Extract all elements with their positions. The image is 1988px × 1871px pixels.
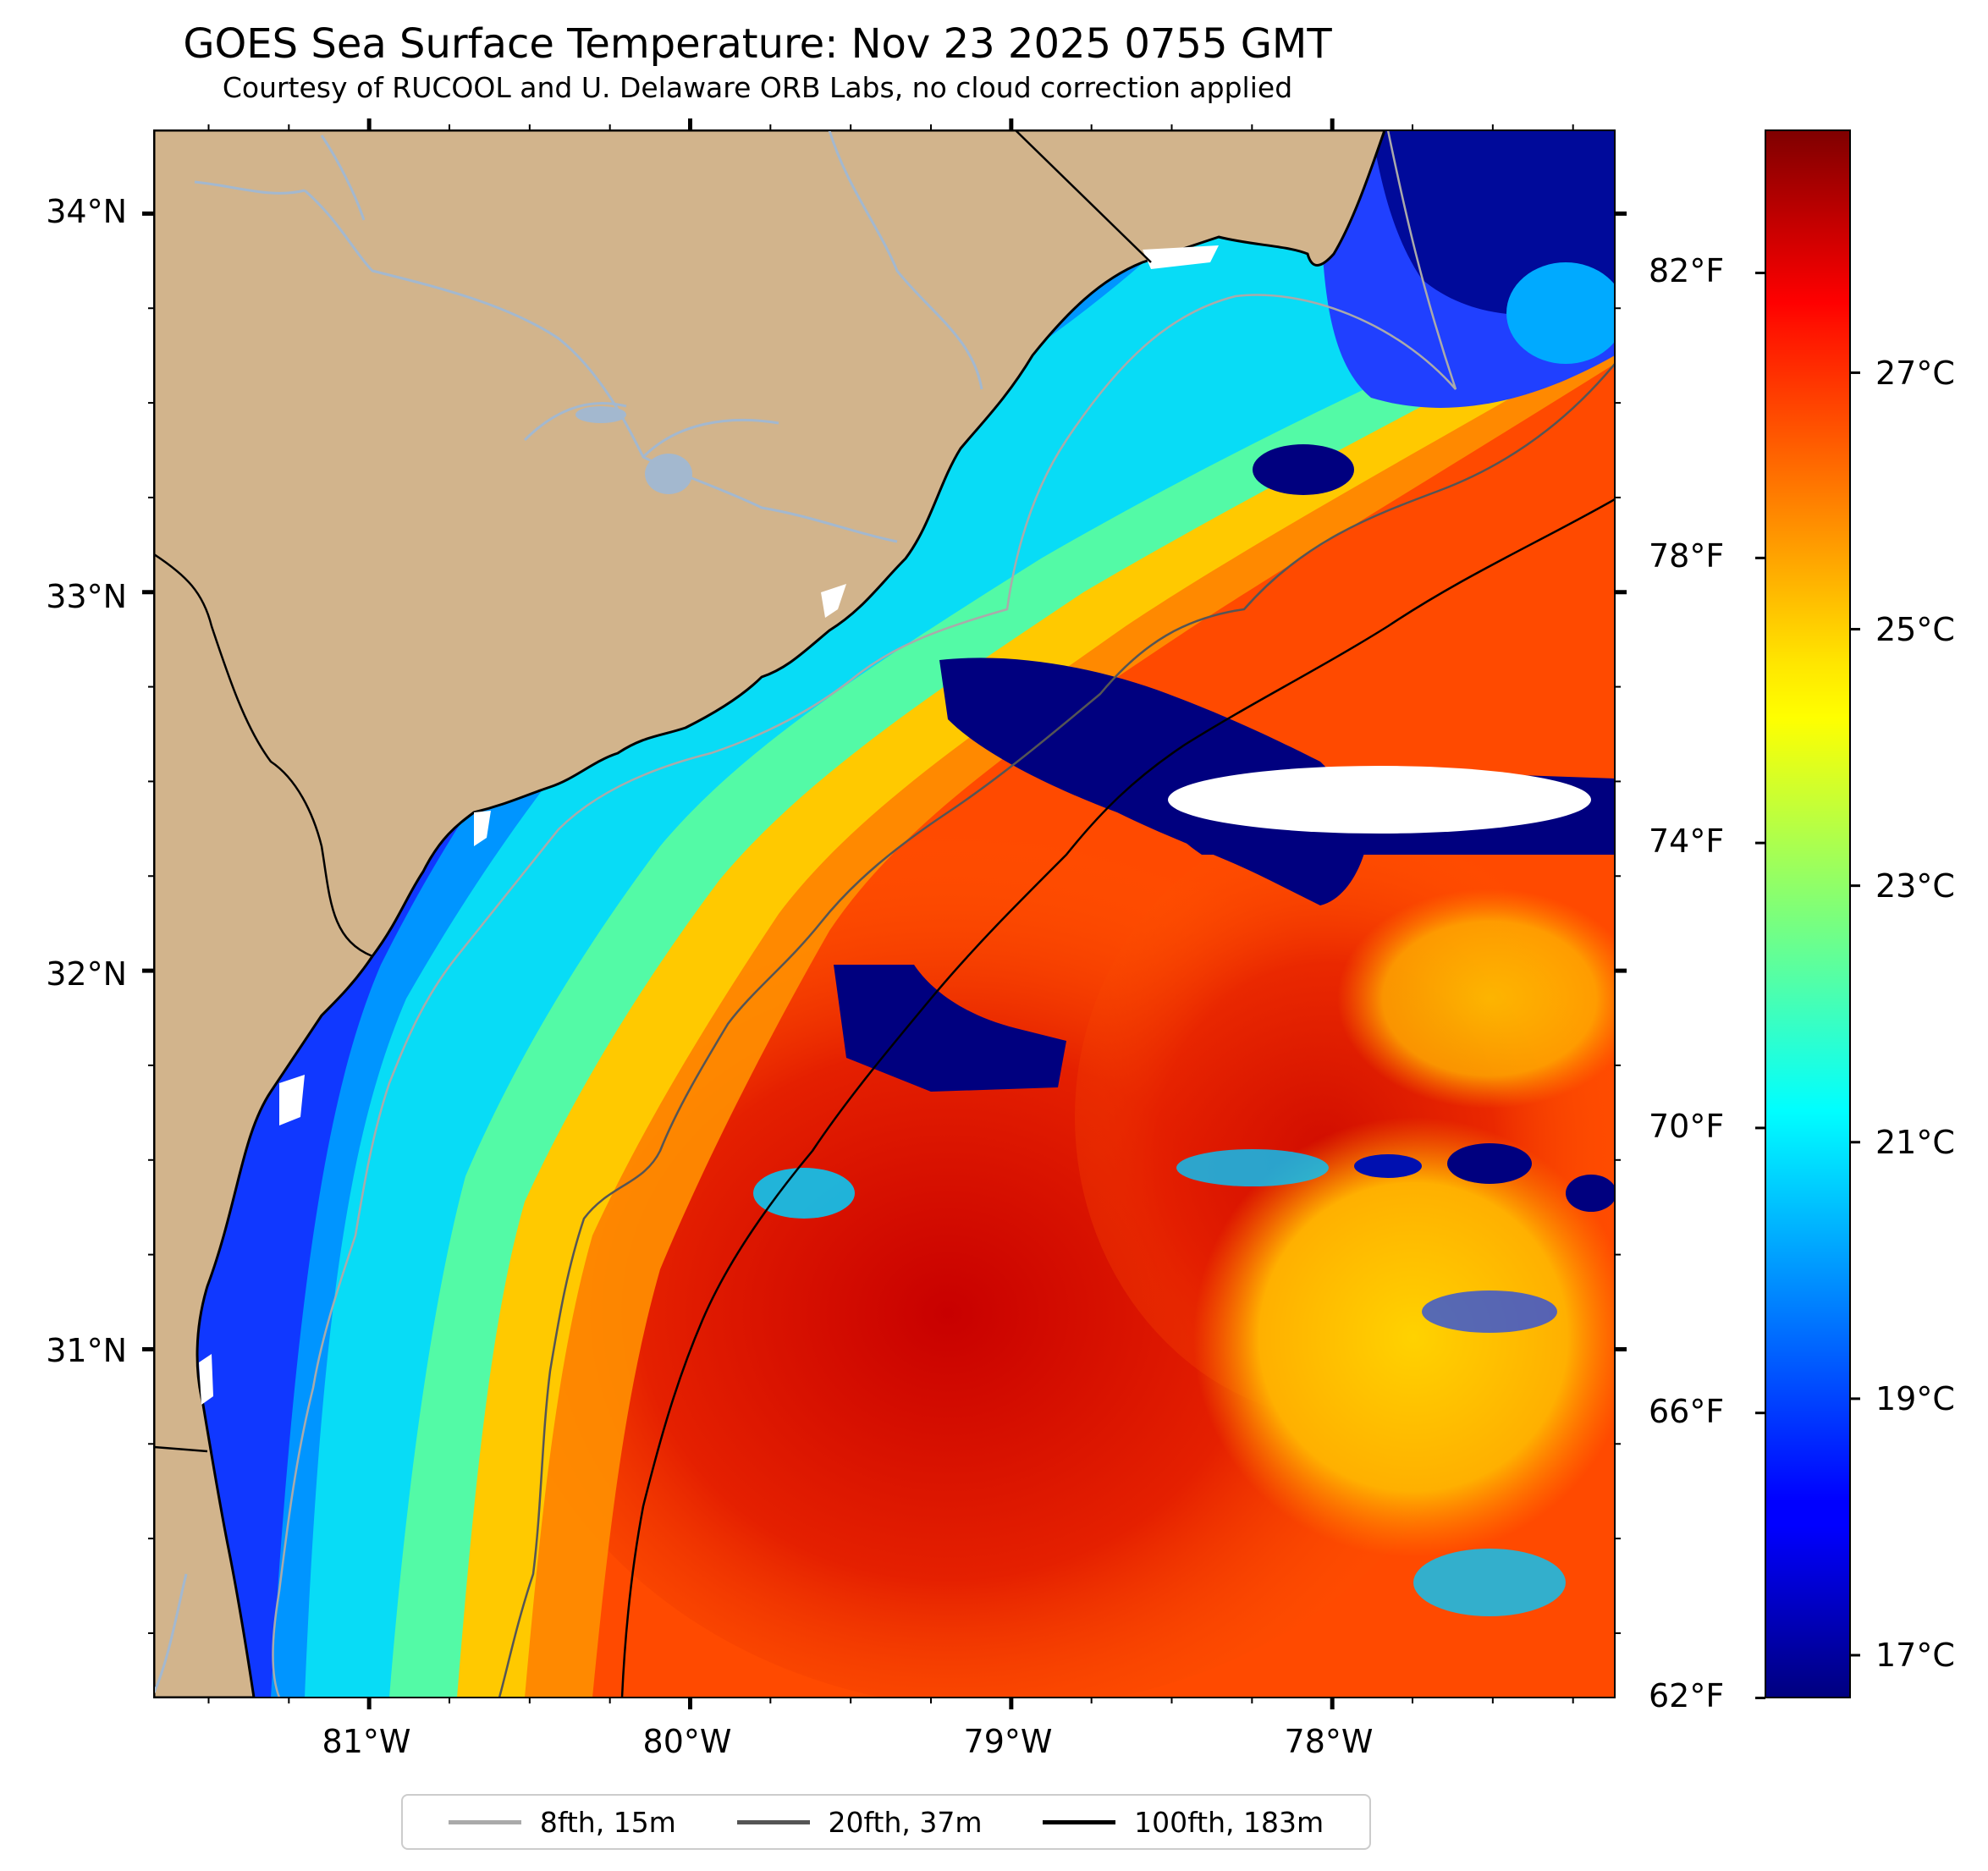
colorbar-label-78f: 78°F xyxy=(1649,537,1725,575)
lon-label-80: 80°W xyxy=(642,1723,732,1760)
legend-swatch-20fth xyxy=(736,1819,810,1824)
isobath-legend: 8fth, 15m 20fth, 37m 100fth, 183m xyxy=(401,1794,1371,1850)
colorbar-gradient xyxy=(1765,129,1851,1698)
legend-item-8fth: 8fth, 15m xyxy=(448,1805,676,1839)
legend-label-100fth: 100fth, 183m xyxy=(1134,1805,1324,1839)
legend-label-8fth: 8fth, 15m xyxy=(539,1805,676,1839)
legend-label-20fth: 20fth, 37m xyxy=(828,1805,983,1839)
colorbar-label-19c: 19°C xyxy=(1875,1380,1955,1417)
lon-label-78: 78°W xyxy=(1284,1723,1374,1760)
colorbar-label-25c: 25°C xyxy=(1875,611,1955,648)
lon-label-79: 79°W xyxy=(963,1723,1053,1760)
colorbar-label-66f: 66°F xyxy=(1649,1393,1725,1430)
sst-field xyxy=(154,130,1615,1698)
state-boundaries xyxy=(154,130,1152,1453)
colorbar-label-74f: 74°F xyxy=(1649,823,1725,860)
colorbar-label-17c: 17°C xyxy=(1875,1637,1955,1674)
colorbar-label-21c: 21°C xyxy=(1875,1124,1955,1161)
isobath-20fth xyxy=(498,363,1615,1698)
chart-subtitle: Courtesy of RUCOOL and U. Delaware ORB L… xyxy=(222,71,1293,104)
lat-label-34: 34°N xyxy=(46,193,127,230)
colorbar-ticks xyxy=(1755,272,1860,1700)
isobath-100fth xyxy=(620,498,1615,1698)
legend-swatch-8fth xyxy=(448,1819,521,1824)
chart-title: GOES Sea Surface Temperature: Nov 23 202… xyxy=(183,20,1332,68)
colorbar-label-62f: 62°F xyxy=(1649,1677,1725,1714)
map-axis-ticks xyxy=(142,118,1627,1709)
legend-item-20fth: 20fth, 37m xyxy=(736,1805,983,1839)
isobaths xyxy=(272,130,1615,1698)
legend-item-100fth: 100fth, 183m xyxy=(1043,1806,1324,1839)
lat-label-32: 32°N xyxy=(46,955,127,993)
map-frame xyxy=(153,129,1616,1698)
lat-label-33: 33°N xyxy=(46,578,127,615)
lon-label-81: 81°W xyxy=(322,1723,411,1760)
colorbar-label-23c: 23°C xyxy=(1875,867,1955,905)
colorbar-label-82f: 82°F xyxy=(1649,252,1725,289)
isobath-8fth xyxy=(272,130,1457,1698)
colorbar-label-70f: 70°F xyxy=(1649,1108,1725,1145)
legend-swatch-100fth xyxy=(1043,1819,1116,1824)
river-lines xyxy=(154,130,983,1693)
colorbar-label-27c: 27°C xyxy=(1875,355,1955,392)
lat-label-31: 31°N xyxy=(46,1332,127,1369)
